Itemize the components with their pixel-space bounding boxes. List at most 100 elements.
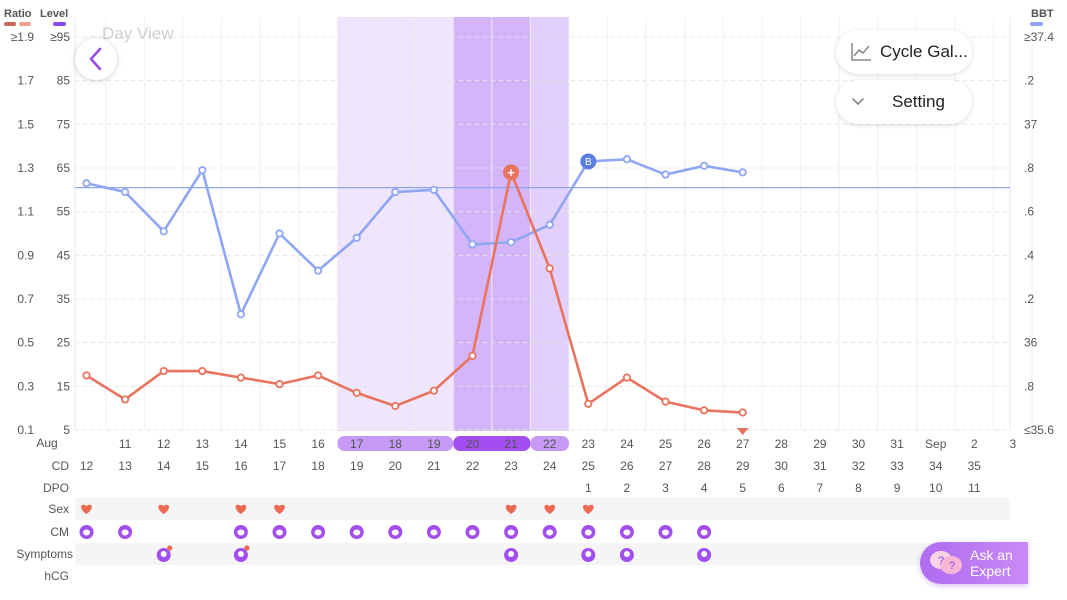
bbt-tick-label: .2 xyxy=(1024,74,1034,88)
symptom-badge-dot xyxy=(244,545,250,551)
symptom-icon-inner xyxy=(701,551,708,557)
back-button[interactable] xyxy=(75,38,117,80)
bbt-point[interactable] xyxy=(468,240,477,249)
heart-icon[interactable] xyxy=(235,504,247,514)
ratio-point[interactable] xyxy=(159,366,168,376)
dpo-value: 3 xyxy=(662,481,669,495)
bbt-point[interactable] xyxy=(661,170,670,179)
bbt-point[interactable] xyxy=(352,233,361,242)
bbt-point[interactable] xyxy=(82,179,91,188)
cm-icon-inner xyxy=(121,529,129,536)
date-label: 29 xyxy=(813,437,827,451)
ratio-point[interactable] xyxy=(468,351,477,360)
cd-value: 20 xyxy=(389,459,403,473)
setting-button[interactable]: Setting xyxy=(836,80,972,124)
heart-icon[interactable] xyxy=(158,504,170,514)
symptoms-row-label: Symptoms xyxy=(16,547,73,561)
ratio-axis-header: Ratio xyxy=(4,8,32,20)
ratio-point[interactable] xyxy=(584,399,593,408)
cm-icon-inner xyxy=(623,529,631,536)
view-title: Day View xyxy=(102,24,174,43)
date-label: 11 xyxy=(119,437,132,451)
level-tick-label: 5 xyxy=(63,423,70,437)
cd-value: 35 xyxy=(968,459,982,473)
ratio-point[interactable] xyxy=(121,395,130,404)
cycle-gallery-button[interactable]: Cycle Gal... xyxy=(836,30,972,74)
ratio-tick-label: 1.5 xyxy=(17,117,34,131)
heart-icon[interactable] xyxy=(81,504,92,514)
ratio-legend-swatch-dark xyxy=(4,22,16,26)
bbt-legend-swatch xyxy=(1030,22,1043,26)
cm-icon-inner xyxy=(584,529,592,536)
bbt-tick-label: .2 xyxy=(1024,292,1034,306)
ratio-point[interactable] xyxy=(738,408,747,417)
bbt-point[interactable] xyxy=(738,168,747,177)
bbt-point[interactable] xyxy=(699,161,709,170)
ratio-point[interactable] xyxy=(82,371,91,380)
bbt-b-marker-symbol: B xyxy=(585,157,592,168)
ratio-point[interactable] xyxy=(313,371,323,380)
date-label: 13 xyxy=(196,437,210,451)
cd-row-label: CD xyxy=(52,459,70,473)
cd-value: 28 xyxy=(697,459,711,473)
bbt-tick-label: ≥37.4 xyxy=(1024,30,1054,44)
bbt-point[interactable] xyxy=(506,238,516,247)
ratio-point[interactable] xyxy=(699,406,709,415)
bbt-point[interactable] xyxy=(159,227,168,236)
ratio-point[interactable] xyxy=(429,386,438,395)
ratio-legend-swatch-light xyxy=(19,22,31,26)
ratio-point[interactable] xyxy=(391,401,400,411)
date-label: 15 xyxy=(273,437,287,451)
bbt-point[interactable] xyxy=(275,229,284,238)
heart-icon[interactable] xyxy=(544,504,556,514)
cd-value: 18 xyxy=(311,459,325,473)
bbt-point[interactable] xyxy=(391,187,400,197)
ratio-tick-label: 1.1 xyxy=(17,205,34,219)
date-label: 20 xyxy=(466,437,480,451)
dpo-value: 7 xyxy=(817,481,824,495)
ratio-point[interactable] xyxy=(236,373,245,382)
ratio-point[interactable] xyxy=(352,388,361,397)
date-label: 22 xyxy=(543,437,557,451)
symptom-icon-inner xyxy=(623,551,630,557)
bbt-point[interactable] xyxy=(429,185,438,194)
cd-value: 26 xyxy=(620,459,634,473)
bbt-point[interactable] xyxy=(545,220,554,229)
date-pill-mid xyxy=(530,436,569,451)
cd-value: 33 xyxy=(890,459,904,473)
ask-expert-button[interactable]: ? ? Ask an Expert xyxy=(920,542,1028,584)
heart-icon[interactable] xyxy=(582,504,594,514)
ratio-point[interactable] xyxy=(545,264,554,273)
ratio-point[interactable] xyxy=(198,366,207,376)
bbt-tick-label: 37 xyxy=(1024,117,1038,131)
heart-icon[interactable] xyxy=(505,504,517,514)
date-label: 24 xyxy=(620,437,634,451)
ratio-point[interactable] xyxy=(275,380,284,389)
heart-icon[interactable] xyxy=(274,504,285,514)
bbt-point[interactable] xyxy=(198,166,207,175)
sex-row-bg xyxy=(75,498,1010,520)
cd-value: 24 xyxy=(543,459,557,473)
peak-marker[interactable] xyxy=(503,164,520,181)
date-pill-dark xyxy=(453,436,531,451)
date-label: Sep xyxy=(925,437,947,451)
bbt-point[interactable] xyxy=(121,187,130,197)
date-label: 16 xyxy=(311,437,325,451)
bbt-b-marker[interactable] xyxy=(580,153,597,170)
bbt-point[interactable] xyxy=(313,266,323,275)
level-legend-swatch xyxy=(53,22,66,26)
date-label: 30 xyxy=(852,437,866,451)
bbt-tick-label: .8 xyxy=(1024,379,1034,393)
dpo-row-label: DPO xyxy=(43,481,69,495)
bbt-point[interactable] xyxy=(236,310,245,319)
ratio-point[interactable] xyxy=(661,397,670,406)
cd-value: 19 xyxy=(350,459,364,473)
bbt-series-line xyxy=(86,157,743,316)
bbt-point[interactable] xyxy=(622,155,632,164)
dpo-value: 5 xyxy=(739,481,746,495)
ratio-point[interactable] xyxy=(622,373,632,382)
cycle-gallery-label: Cycle Gal... xyxy=(880,42,968,61)
date-label: 27 xyxy=(736,437,750,451)
symptoms-row-bg xyxy=(75,543,1010,565)
